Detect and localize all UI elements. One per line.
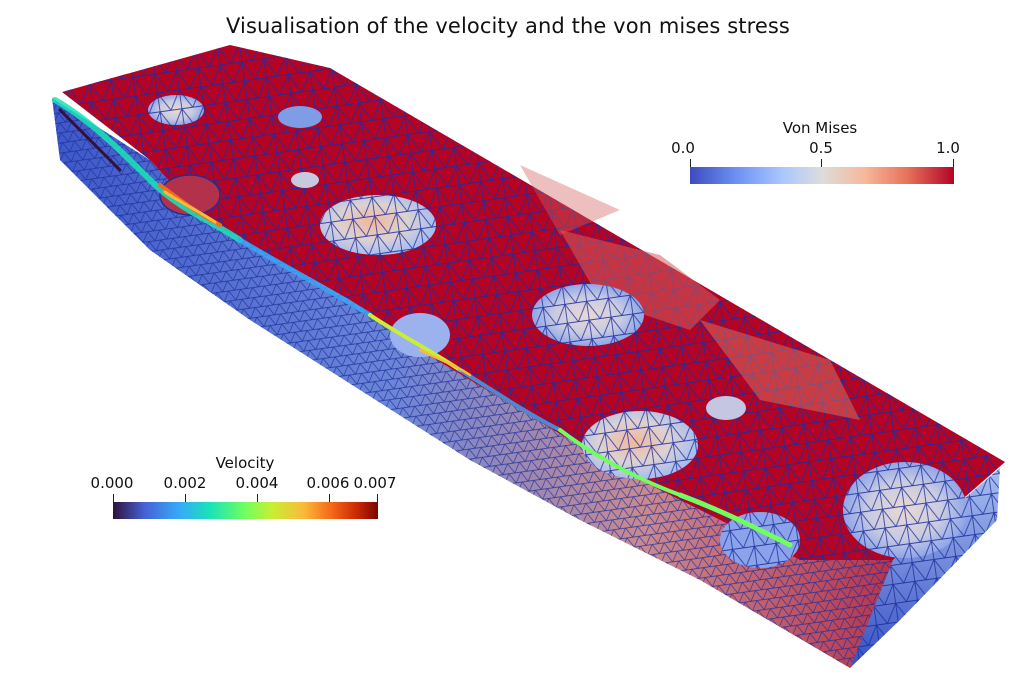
- velocity-tick-mark: [329, 494, 330, 503]
- von-mises-tick-mark: [953, 159, 954, 168]
- von-mises-tick-mark: [690, 159, 691, 168]
- velocity-streaks: [52, 97, 793, 548]
- velocity-tick-1: 0.002: [163, 474, 207, 492]
- velocity-tick-0: 0.000: [90, 474, 134, 492]
- velocity-tick-2: 0.004: [235, 474, 279, 492]
- von-mises-tick-1: 0.5: [809, 139, 833, 157]
- velocity-colorbar-title: Velocity: [215, 454, 275, 472]
- velocity-tick-4: 0.007: [353, 474, 397, 492]
- velocity-tick-mark: [185, 494, 186, 503]
- velocity-tick-mark: [257, 494, 258, 503]
- velocity-colorbar: [113, 502, 378, 519]
- figure-title: Visualisation of the velocity and the vo…: [226, 14, 790, 38]
- von-mises-tick-mark: [821, 159, 822, 168]
- velocity-tick-3: 0.006: [306, 474, 350, 492]
- von-mises-colorbar: [690, 167, 954, 184]
- velocity-tick-mark: [377, 494, 378, 503]
- von-mises-colorbar-title: Von Mises: [782, 119, 858, 137]
- velocity-tick-mark: [113, 494, 114, 503]
- von-mises-tick-0: 0.0: [671, 139, 695, 157]
- von-mises-tick-2: 1.0: [936, 139, 960, 157]
